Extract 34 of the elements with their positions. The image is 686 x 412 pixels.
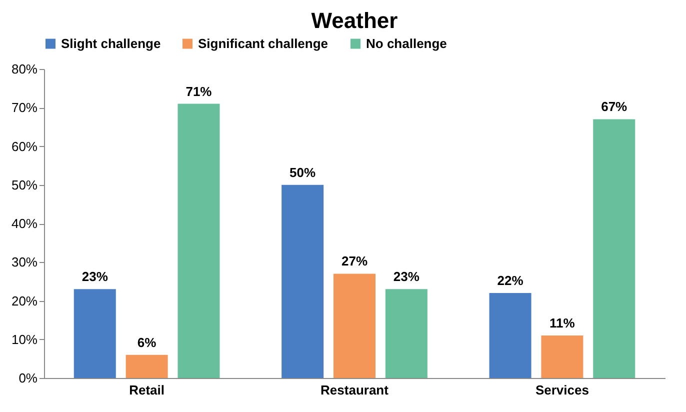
y-tick-label: 40% (11, 216, 38, 231)
y-tick-label: 60% (11, 138, 38, 154)
y-tick-label: 0% (18, 370, 38, 386)
bar (593, 119, 636, 378)
data-label: 67% (601, 99, 628, 114)
data-label: 71% (186, 84, 212, 99)
bar (385, 289, 428, 378)
y-tick-label: 80% (11, 62, 38, 76)
bar (126, 354, 168, 378)
legend-label: No challenge (366, 36, 447, 51)
data-label: 6% (137, 334, 157, 350)
bar (489, 293, 532, 378)
data-label: 23% (82, 269, 108, 284)
legend-label: Slight challenge (61, 36, 161, 51)
bar (282, 184, 324, 378)
data-label: 27% (341, 254, 368, 269)
y-tick-label: 50% (11, 177, 38, 192)
y-tick-label: 70% (11, 100, 38, 116)
bar (334, 274, 376, 378)
data-label: 23% (393, 269, 420, 284)
bar (541, 336, 584, 378)
data-label: 11% (550, 316, 576, 331)
legend-label: Significant challenge (198, 36, 328, 51)
y-tick-label: 30% (11, 254, 38, 270)
x-tick-label: Retail (129, 382, 165, 398)
y-tick-label: 10% (11, 332, 38, 347)
bar (178, 104, 220, 378)
data-label: 22% (497, 273, 524, 288)
data-label: 50% (290, 164, 316, 180)
chart-title: Weather (311, 8, 398, 33)
x-tick-label: Restaurant (320, 382, 390, 398)
y-tick-label: 20% (11, 293, 38, 308)
x-tick-label: Services (535, 382, 589, 398)
bar (74, 289, 116, 378)
